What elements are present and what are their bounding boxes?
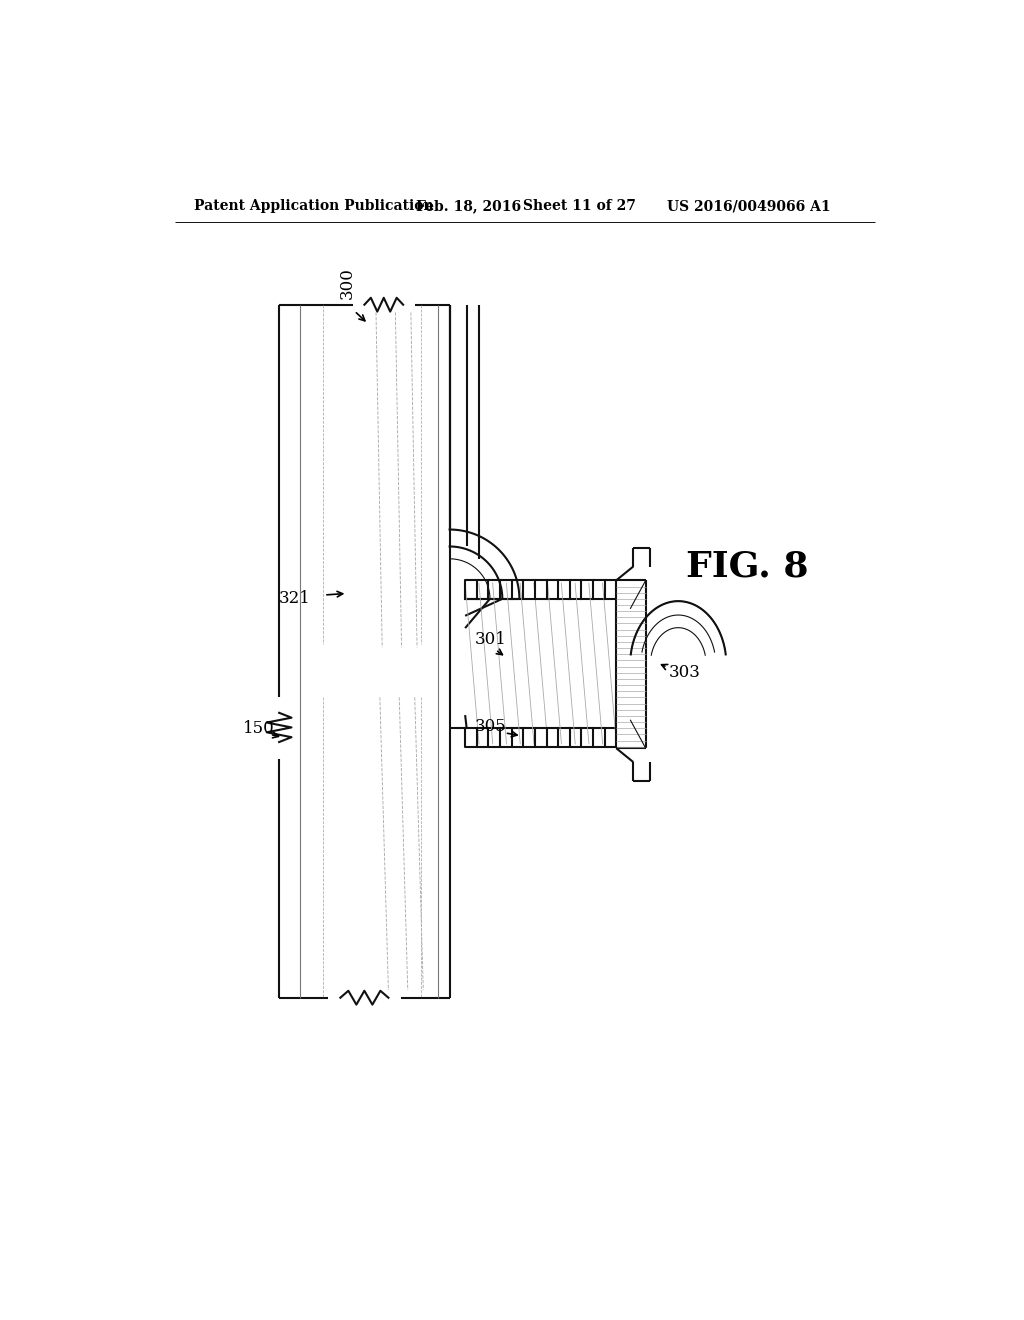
Text: 303: 303 <box>669 664 700 681</box>
Text: 305: 305 <box>475 718 507 735</box>
Text: 150: 150 <box>243 719 274 737</box>
Text: 300: 300 <box>339 267 355 298</box>
Text: Patent Application Publication: Patent Application Publication <box>194 199 433 213</box>
Text: Sheet 11 of 27: Sheet 11 of 27 <box>523 199 636 213</box>
Text: FIG. 8: FIG. 8 <box>686 549 809 583</box>
Text: 301: 301 <box>475 631 507 648</box>
Text: US 2016/0049066 A1: US 2016/0049066 A1 <box>667 199 830 213</box>
Text: 321: 321 <box>280 590 311 607</box>
Text: Feb. 18, 2016: Feb. 18, 2016 <box>417 199 521 213</box>
